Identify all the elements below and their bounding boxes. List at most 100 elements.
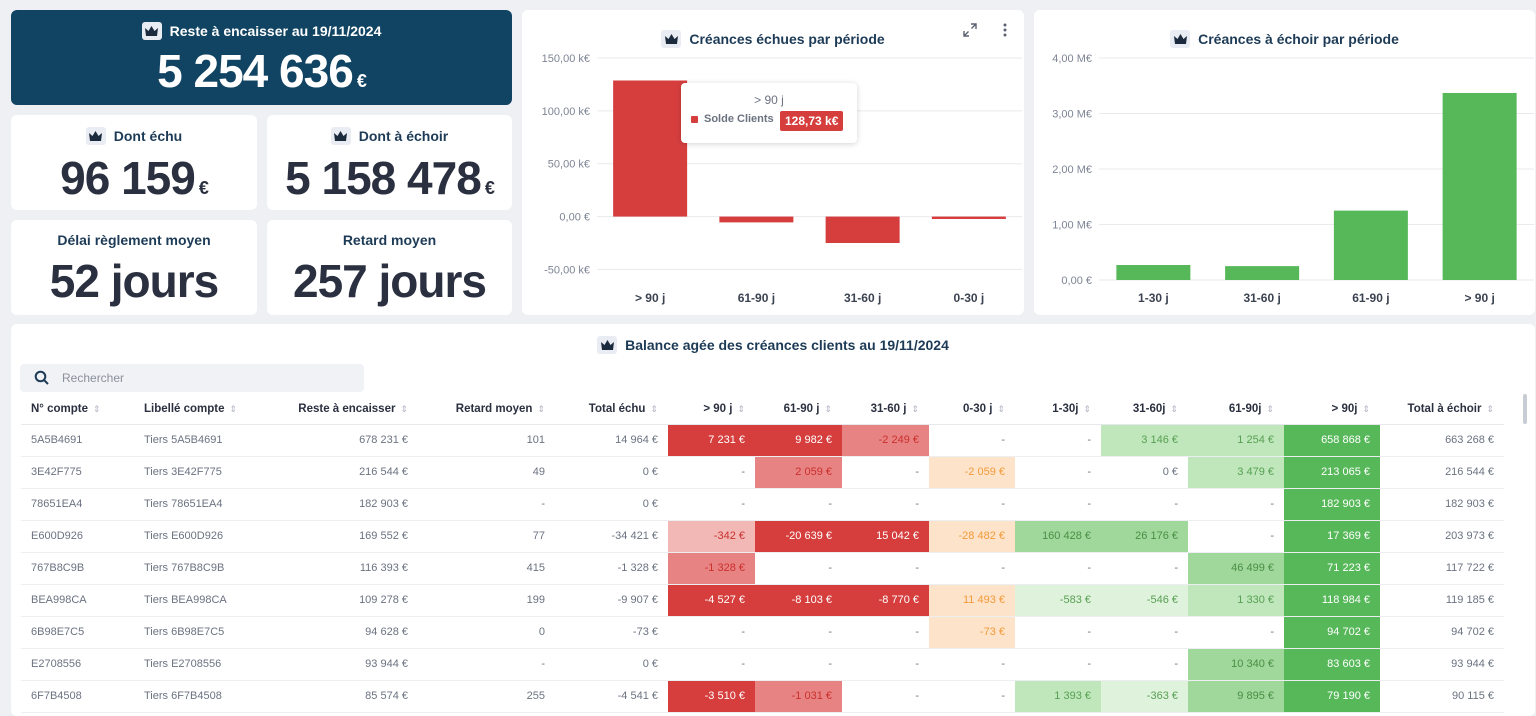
table-row[interactable]: BEA998CA Tiers BEA998CA 109 278 €199 -9 907… [21, 584, 1504, 617]
table-cell: 90 115 € [1380, 680, 1504, 713]
table-cell: 0 € [555, 648, 668, 681]
table-cell: - [755, 552, 842, 585]
table-row[interactable]: E600D926 Tiers E600D926 169 552 €77 -34 421… [21, 520, 1504, 553]
bar[interactable] [1442, 92, 1517, 280]
legend-swatch [691, 115, 698, 123]
sort-icon[interactable]: ⇕ [93, 403, 101, 414]
crown-icon [597, 336, 618, 354]
sort-icon[interactable]: ⇕ [1083, 403, 1091, 414]
sort-icon[interactable]: ⇕ [997, 403, 1005, 414]
chart-creances-echues: Créances échues par période -50,00 k€ 0,0… [522, 10, 1024, 315]
column-header[interactable]: Reste à encaisser ⇕ [246, 394, 418, 425]
kpi-dont-echu: Dont échu 96 159 € [11, 115, 257, 210]
bar[interactable] [825, 216, 900, 243]
table-cell: - [929, 648, 1015, 681]
table-cell: 93 944 € [1380, 648, 1504, 681]
column-header[interactable]: 31-60j ⇕ [1101, 394, 1188, 425]
y-tick-label: -50,00 k€ [544, 264, 590, 276]
table-cell: 1 254 € [1188, 424, 1284, 457]
sort-icon[interactable]: ⇕ [537, 403, 545, 414]
sort-icon[interactable]: ⇕ [229, 403, 238, 414]
sort-icon[interactable]: ⇕ [1362, 403, 1370, 414]
table-row[interactable]: 767B8C9B Tiers 767B8C9B 116 393 €415 -1 328… [21, 552, 1504, 585]
bar[interactable] [719, 216, 794, 223]
table-cell: - [755, 616, 842, 649]
column-header[interactable]: 61-90 j ⇕ [755, 394, 842, 425]
bar[interactable] [1225, 266, 1300, 280]
table-cell: 17 369 € [1284, 520, 1380, 553]
table-cell: E2708556 [21, 648, 134, 681]
sort-icon[interactable]: ⇕ [650, 403, 658, 414]
table-cell: 109 278 € [246, 584, 418, 617]
table-cell: 9 982 € [755, 424, 842, 457]
sort-icon[interactable]: ⇕ [400, 403, 408, 414]
table-cell: - [1015, 488, 1101, 521]
column-header[interactable]: Total à échoir ⇕ [1380, 394, 1504, 425]
column-header[interactable]: N° compte ⇕ [21, 394, 134, 425]
column-header[interactable]: Libellé compte ⇕ [134, 394, 246, 425]
table-cell: -8 103 € [755, 584, 842, 617]
column-header[interactable]: > 90 j ⇕ [668, 394, 755, 425]
search-box[interactable] [20, 364, 364, 392]
x-category-label: 31-60 j [1243, 291, 1280, 305]
kpi-dont-a-echoir: Dont à échoir 5 158 478 € [267, 115, 512, 210]
column-header[interactable]: 1-30j ⇕ [1015, 394, 1101, 425]
chart-tooltip: > 90 j Solde Clients 128,73 k€ [681, 83, 857, 143]
table-cell: 3 479 € [1188, 456, 1284, 489]
table-cell: 415 [418, 552, 555, 585]
table-row[interactable]: E2708556 Tiers E2708556 93 944 € -0 € - - - - - -… [21, 648, 1504, 681]
expand-icon[interactable] [956, 16, 984, 44]
y-tick-label: 4,00 M€ [1052, 53, 1092, 65]
column-header-label: Retard moyen [455, 402, 533, 415]
table-cell: 5A5B4691 [21, 424, 134, 457]
column-header[interactable]: 61-90j ⇕ [1188, 394, 1284, 425]
crown-icon [141, 22, 162, 40]
table-cell: 0 € [555, 488, 668, 521]
column-header[interactable]: 31-60 j ⇕ [842, 394, 929, 425]
bar[interactable] [1116, 265, 1191, 280]
sort-icon[interactable]: ⇕ [1486, 403, 1494, 414]
table-cell: -583 € [1015, 584, 1101, 617]
sort-icon[interactable]: ⇕ [1266, 403, 1274, 414]
table-row[interactable]: 5A5B4691 Tiers 5A5B4691 678 231 €101 14 964… [21, 424, 1504, 457]
sort-icon[interactable]: ⇕ [824, 403, 832, 414]
bar[interactable] [931, 216, 1006, 220]
column-header-label: Libellé compte [144, 402, 225, 415]
table-row[interactable]: 78651EA4 Tiers 78651EA4 182 903 € -0 € - - - - -… [21, 488, 1504, 521]
table-cell: 0 € [555, 456, 668, 489]
bar[interactable] [613, 80, 688, 217]
kpi-value: 52 jours [49, 255, 219, 307]
table-row[interactable]: 6B98E7C5 Tiers 6B98E7C5 94 628 €0 -73 € - - - -… [21, 616, 1504, 649]
scrollbar-thumb[interactable] [1523, 394, 1527, 424]
table-cell: E600D926 [21, 520, 134, 553]
table-cell: 678 231 € [246, 424, 418, 457]
table-cell: - [842, 616, 929, 649]
column-header[interactable]: 0-30 j ⇕ [929, 394, 1015, 425]
table-cell: - [755, 648, 842, 681]
table-cell: - [929, 424, 1015, 457]
column-header[interactable]: Total échu ⇕ [555, 394, 668, 425]
table-cell: Tiers E600D926 [134, 520, 246, 553]
column-header-label: Total échu [588, 402, 646, 415]
column-header[interactable]: > 90j ⇕ [1284, 394, 1380, 425]
sort-icon[interactable]: ⇕ [1170, 403, 1178, 414]
crown-icon [1170, 30, 1191, 48]
column-header-label: 0-30 j [963, 402, 993, 415]
sort-icon[interactable]: ⇕ [737, 403, 745, 414]
y-tick-label: 150,00 k€ [542, 53, 590, 65]
kpi-title: Dont échu [113, 128, 183, 144]
table-title: Balance agée des créances clients au 19/… [625, 337, 949, 353]
bar[interactable] [1333, 210, 1408, 280]
column-header[interactable]: Retard moyen ⇕ [418, 394, 555, 425]
table-row[interactable]: 3E42F775 Tiers 3E42F775 216 544 €49 0 € -2 0… [21, 456, 1504, 489]
table-cell: - [668, 616, 755, 649]
table-cell: - [1015, 552, 1101, 585]
table-cell: -73 € [929, 616, 1015, 649]
sort-icon[interactable]: ⇕ [911, 403, 919, 414]
table-cell: - [1101, 552, 1188, 585]
more-options-icon[interactable] [991, 16, 1019, 44]
table-row[interactable]: 6F7B4508 Tiers 6F7B4508 85 574 €255 -4 541 … [21, 680, 1504, 713]
search-input[interactable] [62, 371, 342, 385]
table-cell: 79 190 € [1284, 680, 1380, 713]
table-cell: -4 541 € [555, 680, 668, 713]
